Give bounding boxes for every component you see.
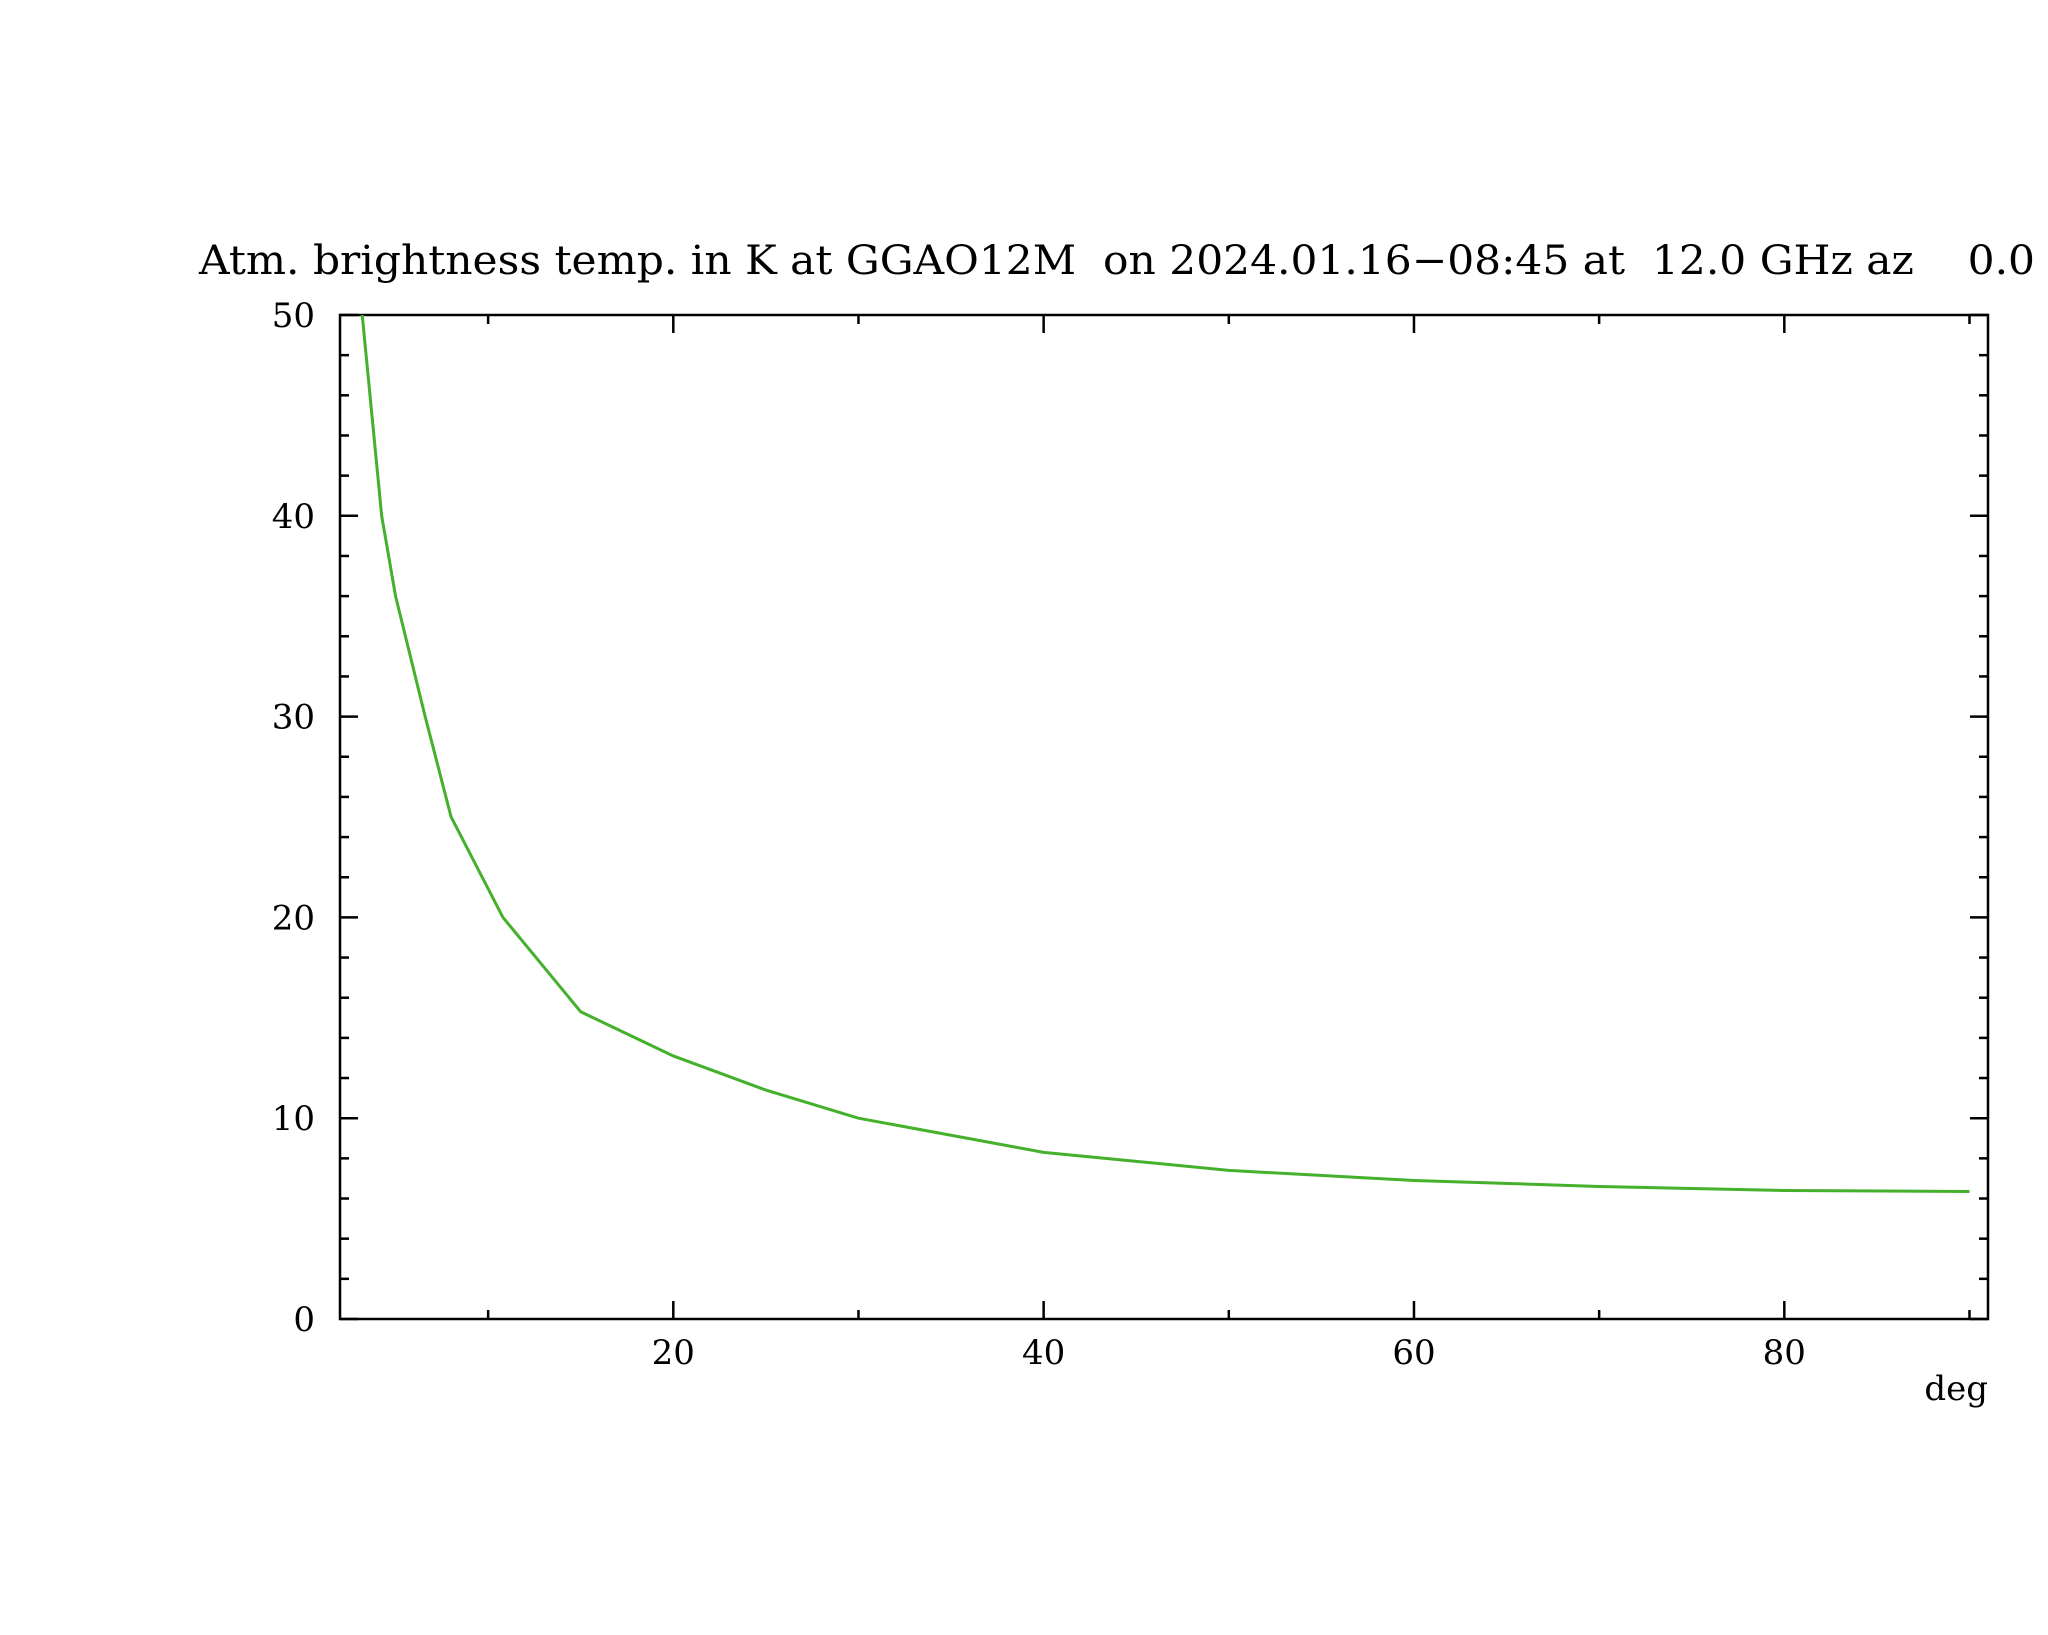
x-tick-label: 60 — [1392, 1333, 1435, 1373]
x-axis-label: deg — [1924, 1369, 1988, 1409]
x-tick-label: 20 — [652, 1333, 695, 1373]
x-tick-label: 40 — [1022, 1333, 1065, 1373]
chart-title: Atm. brightness temp. in K at GGAO12M on… — [198, 238, 2035, 284]
plot-frame — [338, 313, 1990, 1321]
y-tick-label: 0 — [293, 1300, 315, 1340]
x-tick-label: 80 — [1763, 1333, 1806, 1373]
y-tick-label: 20 — [272, 898, 315, 938]
y-tick-label: 50 — [272, 296, 315, 336]
data-line — [360, 314, 1970, 1193]
y-tick-label: 30 — [272, 698, 315, 738]
y-tick-label: 40 — [272, 497, 315, 537]
y-tick-label: 10 — [272, 1099, 315, 1139]
